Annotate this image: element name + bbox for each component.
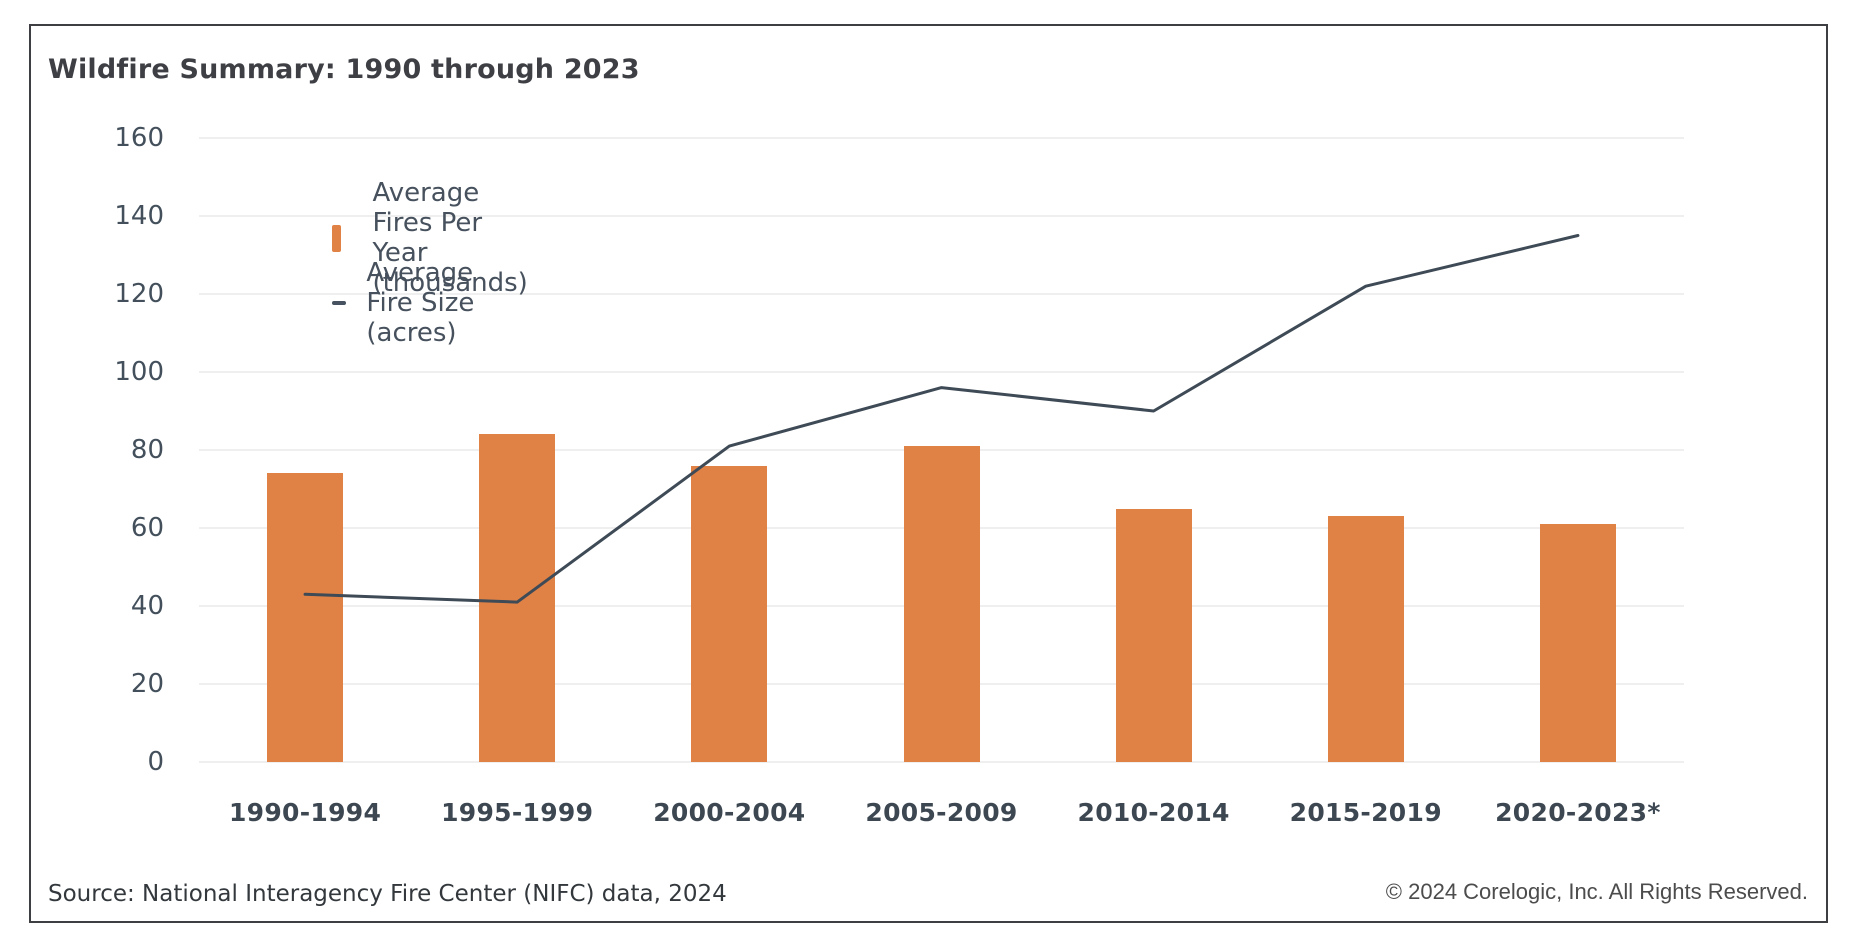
y-tick-label: 80 — [130, 435, 164, 465]
y-tick-label: 160 — [114, 123, 164, 153]
bar-swatch-icon — [332, 224, 342, 252]
bar-average-fires — [267, 473, 344, 762]
chart-frame: Wildfire Summary: 1990 through 2023 0 20 4… — [29, 24, 1828, 923]
bar-average-fires — [691, 465, 768, 762]
legend-label-fires: Average Fires Per Year (thousands) — [372, 178, 528, 298]
x-tick-label: 2010-2014 — [1077, 798, 1230, 827]
y-tick-label: 0 — [147, 747, 164, 777]
x-tick-label: 2015-2019 — [1289, 798, 1442, 827]
copyright-note: © 2024 Corelogic, Inc. All Rights Reserv… — [1385, 879, 1808, 904]
x-tick-label: 1995-1999 — [441, 798, 594, 827]
gridline — [199, 137, 1684, 139]
y-tick-label: 60 — [130, 513, 164, 543]
line-swatch-icon — [332, 301, 347, 305]
gridline — [199, 371, 1684, 373]
x-tick-label: 2005-2009 — [865, 798, 1018, 827]
plot-area: 0 20 40 60 80 100 120 140 160 1990-1994 1995-1999… — [31, 26, 1826, 921]
y-tick-label: 100 — [114, 357, 164, 387]
bar-average-fires — [1115, 508, 1192, 762]
y-tick-label: 120 — [114, 279, 164, 309]
bar-average-fires — [1327, 516, 1404, 762]
source-note: Source: National Interagency Fire Center… — [48, 881, 727, 907]
bar-average-fires — [1539, 524, 1616, 762]
y-tick-label: 40 — [130, 591, 164, 621]
legend-label-fire-size: Average Fire Size (acres) — [366, 258, 475, 348]
bar-average-fires — [479, 434, 556, 762]
gridline — [199, 761, 1684, 763]
chart-title: Wildfire Summary: 1990 through 2023 — [48, 54, 640, 85]
legend-item-fires: Average Fires Per Year (thousands) — [332, 178, 543, 298]
y-tick-label: 20 — [130, 669, 164, 699]
legend-item-fire-size: Average Fire Size (acres) — [332, 258, 495, 348]
bar-average-fires — [903, 446, 980, 762]
x-tick-label: 2020-2023* — [1495, 798, 1661, 827]
y-tick-label: 140 — [114, 201, 164, 231]
x-tick-label: 1990-1994 — [228, 798, 382, 827]
x-tick-label: 2000-2004 — [653, 798, 806, 827]
gridline — [199, 215, 1684, 217]
